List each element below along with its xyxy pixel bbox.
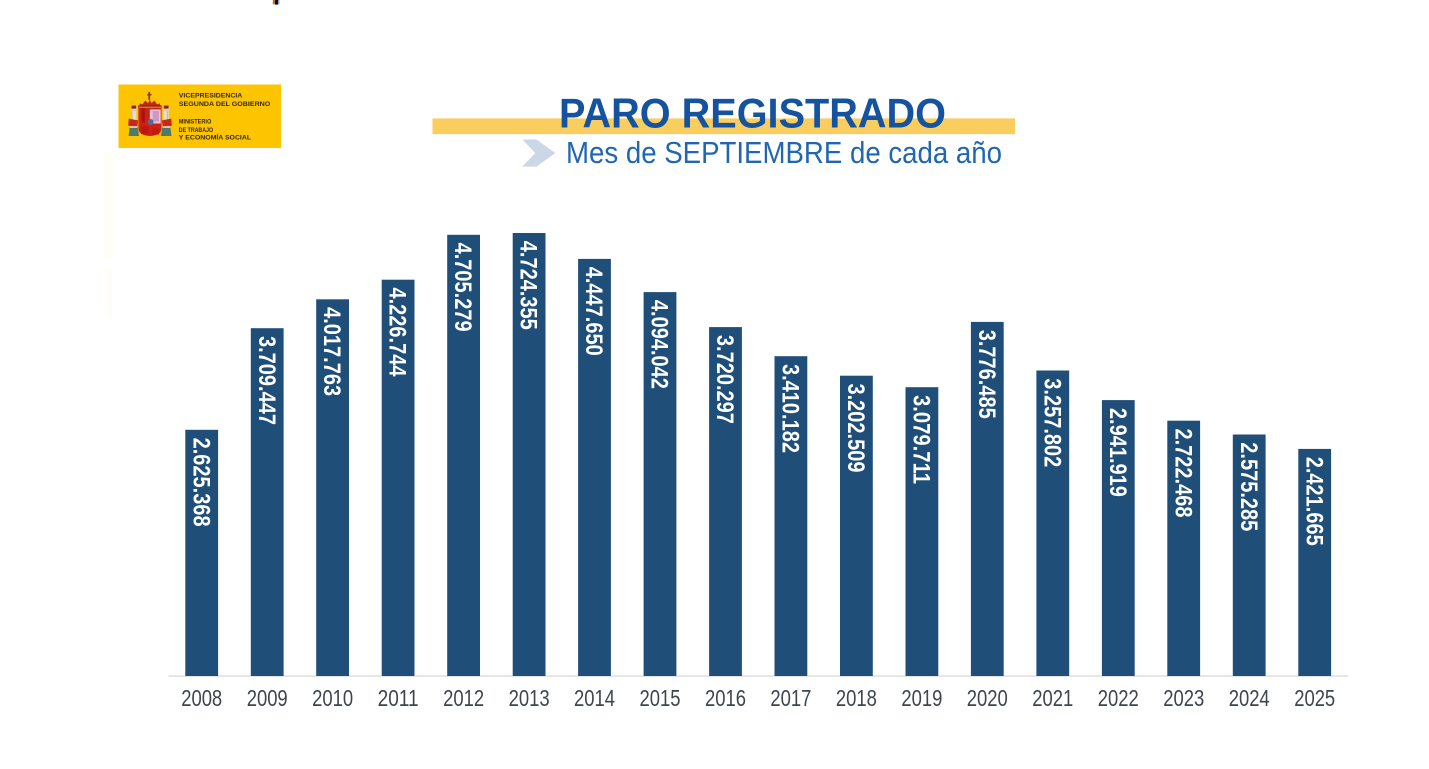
svg-text:2.421.665: 2.421.665 — [1300, 457, 1327, 546]
svg-text:3.410.182: 3.410.182 — [777, 364, 804, 453]
svg-text:3.202.509: 3.202.509 — [842, 384, 869, 473]
svg-text:VICEPRESIDENCIA: VICEPRESIDENCIA — [179, 92, 243, 99]
svg-text:2010: 2010 — [312, 685, 353, 711]
svg-text:3.257.802: 3.257.802 — [1038, 378, 1065, 467]
svg-text:4.724.355: 4.724.355 — [515, 241, 542, 330]
svg-text:3.720.297: 3.720.297 — [711, 335, 738, 424]
svg-text:2.722.468: 2.722.468 — [1169, 429, 1196, 518]
svg-text:3.776.485: 3.776.485 — [973, 330, 1000, 419]
svg-text:PARO REGISTRADO: PARO REGISTRADO — [559, 89, 946, 136]
svg-text:2013: 2013 — [509, 685, 550, 711]
svg-text:4.226.744: 4.226.744 — [384, 288, 411, 377]
svg-text:3.709.447: 3.709.447 — [253, 336, 280, 425]
svg-text:2015: 2015 — [640, 685, 681, 711]
svg-text:DE TRABAJO: DE TRABAJO — [179, 127, 213, 134]
svg-text:MINISTERIO: MINISTERIO — [179, 119, 212, 126]
svg-text:2.941.919: 2.941.919 — [1104, 408, 1131, 497]
svg-text:2022: 2022 — [1098, 685, 1139, 711]
svg-text:2011: 2011 — [378, 685, 419, 711]
svg-text:2018: 2018 — [836, 685, 877, 711]
svg-text:2017: 2017 — [770, 685, 811, 711]
svg-text:2012: 2012 — [443, 685, 484, 711]
svg-text:2019: 2019 — [901, 685, 942, 711]
svg-text:2020: 2020 — [967, 685, 1008, 711]
svg-text:4.017.763: 4.017.763 — [318, 307, 345, 396]
svg-text:2021: 2021 — [1032, 685, 1073, 711]
svg-text:2.625.368: 2.625.368 — [187, 438, 214, 527]
svg-text:2008: 2008 — [181, 685, 222, 711]
svg-text:Mes de SEPTIEMBRE de cada año: Mes de SEPTIEMBRE de cada año — [566, 135, 1002, 170]
svg-text:2023: 2023 — [1163, 685, 1204, 711]
svg-text:2.575.285: 2.575.285 — [1235, 442, 1262, 531]
svg-text:Y ECONOMÍA SOCIAL: Y ECONOMÍA SOCIAL — [179, 134, 252, 142]
svg-text:2014: 2014 — [574, 685, 615, 711]
svg-text:3.079.711: 3.079.711 — [908, 395, 935, 484]
svg-text:2025: 2025 — [1294, 685, 1335, 711]
svg-text:4.094.042: 4.094.042 — [646, 300, 673, 389]
svg-text:SEGUNDA DEL GOBIERNO: SEGUNDA DEL GOBIERNO — [179, 101, 271, 108]
svg-text:2016: 2016 — [705, 685, 746, 711]
svg-text:2024: 2024 — [1229, 685, 1270, 711]
svg-text:2009: 2009 — [247, 685, 288, 711]
svg-text:4.447.650: 4.447.650 — [580, 267, 607, 356]
svg-text:4.705.279: 4.705.279 — [449, 243, 476, 332]
